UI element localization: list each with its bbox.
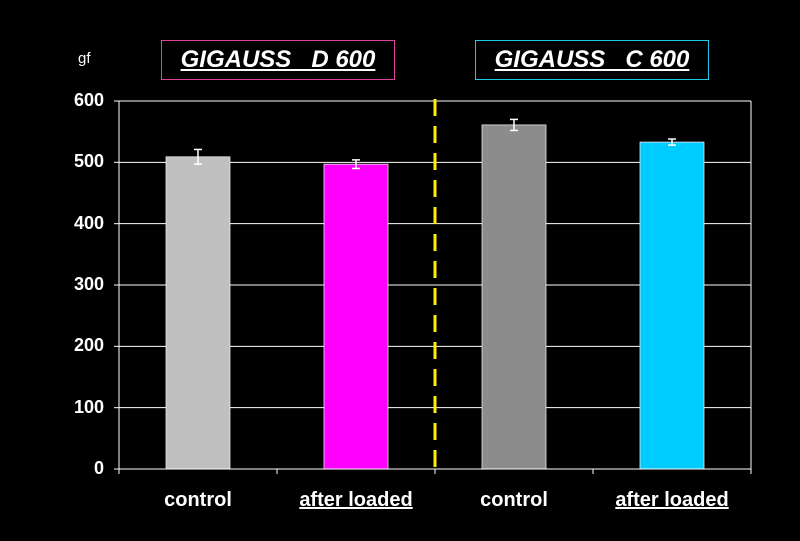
error-bar-1 bbox=[352, 159, 360, 170]
error-bar-0 bbox=[194, 148, 202, 165]
legend-gigauss-c600: GIGAUSS C 600 bbox=[475, 40, 709, 80]
y-tick-label: 400 bbox=[73, 212, 104, 233]
axes bbox=[114, 100, 752, 474]
bar-1 bbox=[323, 163, 389, 470]
x-label-control-c: control bbox=[480, 489, 548, 511]
y-tick-label: 0 bbox=[93, 458, 104, 478]
y-tick-label: 200 bbox=[73, 335, 104, 356]
y-tick-label: 600 bbox=[73, 90, 104, 110]
bar-0 bbox=[165, 156, 231, 470]
y-axis-unit: gf bbox=[78, 50, 91, 67]
y-tick-label: 100 bbox=[73, 396, 104, 417]
bar-2 bbox=[481, 124, 547, 470]
x-label-after-loaded-c: after loaded bbox=[615, 489, 729, 511]
legend-gigauss-d600: GIGAUSS D 600 bbox=[161, 40, 395, 80]
error-bar-3 bbox=[668, 138, 676, 146]
bar-3 bbox=[639, 141, 705, 470]
error-bars bbox=[194, 118, 676, 170]
error-bar-2 bbox=[510, 118, 518, 132]
x-label-after-loaded-d: after loaded bbox=[299, 489, 413, 511]
x-label-control-d: control bbox=[164, 489, 232, 511]
y-tick-label: 300 bbox=[73, 274, 104, 294]
y-tick-label: 500 bbox=[73, 151, 104, 172]
